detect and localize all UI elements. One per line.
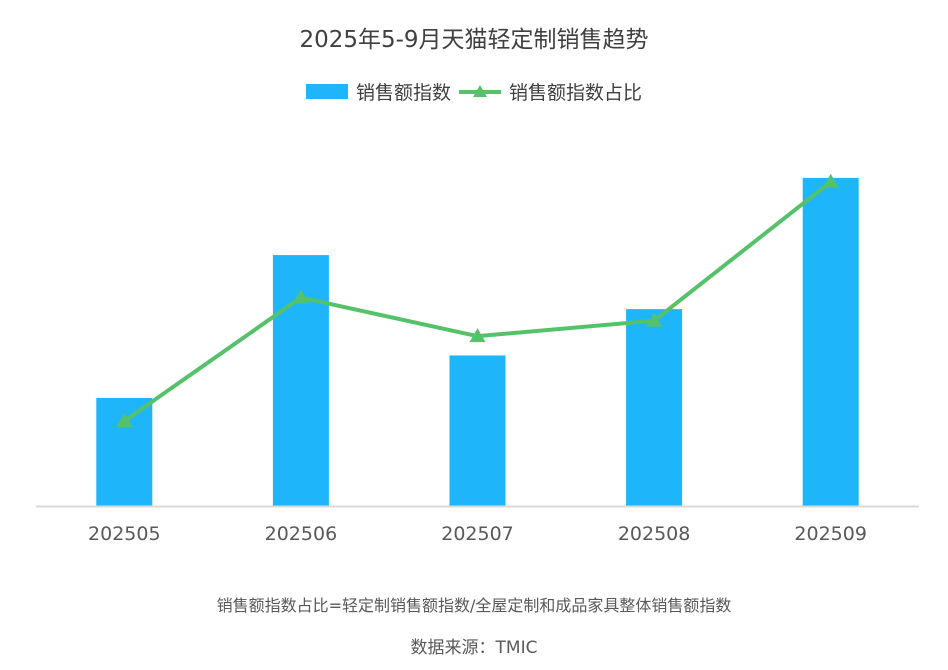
legend-label-line: 销售额指数占比 bbox=[509, 82, 643, 104]
legend-label-bar: 销售额指数 bbox=[355, 82, 451, 104]
data-source: 数据来源：TMIC bbox=[410, 638, 538, 658]
chart-title: 2025年5-9月天猫轻定制销售趋势 bbox=[299, 27, 649, 53]
line-marker-202508 bbox=[646, 312, 663, 327]
line-marker-202507 bbox=[469, 328, 486, 343]
x-tick-label-202508: 202508 bbox=[618, 523, 691, 545]
legend-item-bar: 销售额指数 bbox=[305, 78, 451, 105]
bar-202509 bbox=[802, 177, 859, 506]
chart-footnote: 销售额指数占比=轻定制销售额指数/全屋定制和成品家具整体销售额指数 bbox=[216, 596, 732, 615]
x-tick-label-202506: 202506 bbox=[265, 523, 338, 545]
line-series bbox=[116, 173, 839, 428]
x-axis-tick-labels: 202505 202506 202507 202508 202509 bbox=[88, 523, 867, 545]
line-marker-202506 bbox=[292, 289, 309, 304]
line-marker-202509 bbox=[822, 173, 839, 188]
x-tick-label-202509: 202509 bbox=[794, 523, 867, 545]
bar-202508 bbox=[626, 309, 683, 506]
x-tick-label-202505: 202505 bbox=[88, 523, 161, 545]
legend-swatch-line bbox=[459, 84, 501, 97]
line-marker-202505 bbox=[116, 413, 133, 428]
chart-plot: 202505 202506 202507 202508 202509 bbox=[36, 173, 919, 545]
bar-202507 bbox=[449, 355, 506, 506]
legend-item-line: 销售额指数占比 bbox=[459, 78, 642, 105]
chart-legend: 销售额指数 销售额指数占比 bbox=[0, 78, 948, 105]
legend-triangle-marker bbox=[473, 84, 487, 97]
legend-swatch-bar bbox=[305, 84, 348, 99]
x-tick-label-202507: 202507 bbox=[441, 523, 514, 545]
